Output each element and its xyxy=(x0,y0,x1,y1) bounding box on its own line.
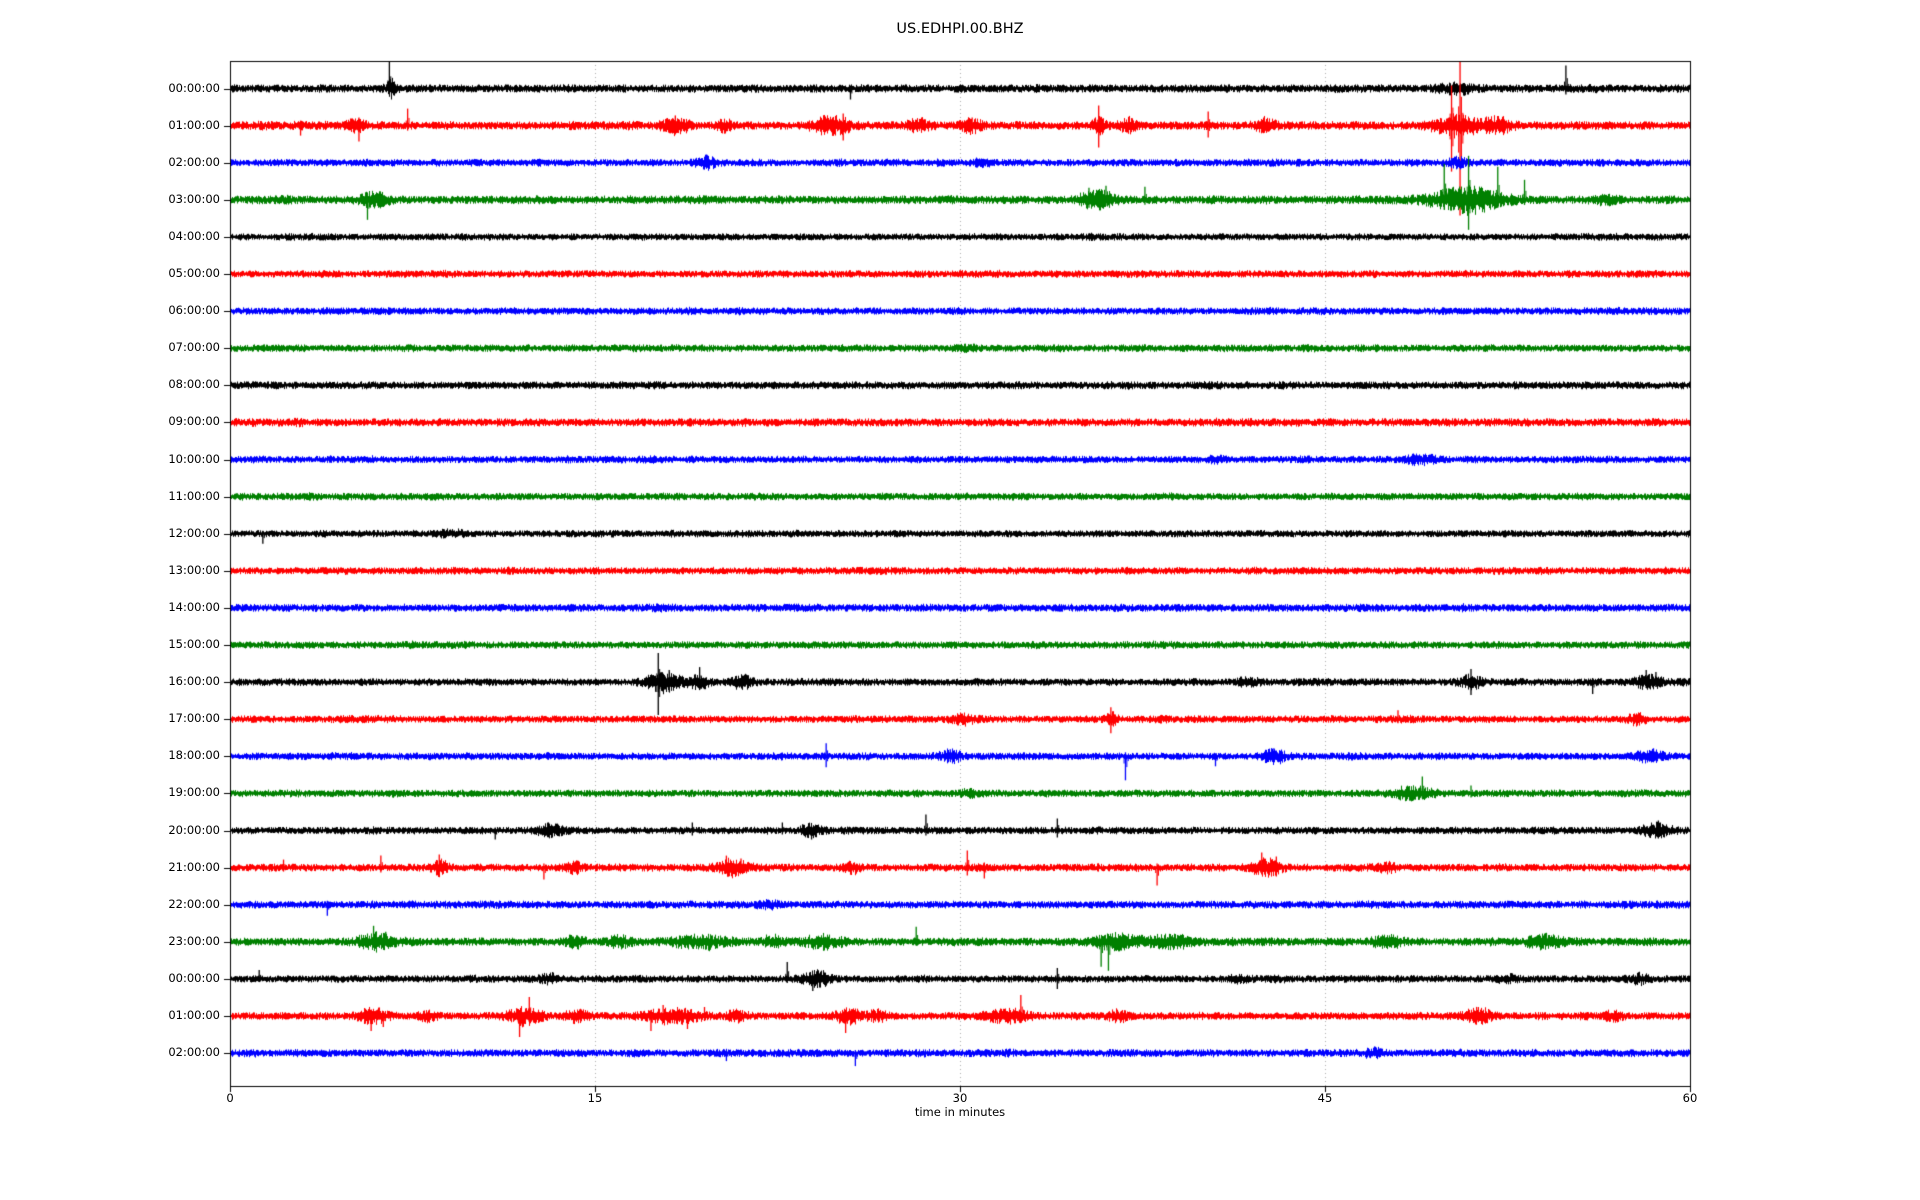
y-tick-label: 16:00:00 xyxy=(168,674,220,689)
x-tick-label: 15 xyxy=(587,1091,603,1105)
y-tick-label: 00:00:00 xyxy=(168,80,220,95)
y-tick-label: 18:00:00 xyxy=(168,748,220,763)
y-tick-label: 02:00:00 xyxy=(168,1045,220,1060)
y-tick-label: 08:00:00 xyxy=(168,377,220,392)
chart-title: US.EDHPI.00.BHZ xyxy=(896,21,1024,37)
y-tick-label: 15:00:00 xyxy=(168,637,220,651)
y-tick-label: 17:00:00 xyxy=(168,711,220,726)
y-tick-label: 22:00:00 xyxy=(168,896,220,911)
y-tick-label: 04:00:00 xyxy=(168,228,220,243)
y-tick-label: 09:00:00 xyxy=(168,414,220,429)
x-tick-label: 45 xyxy=(1317,1091,1333,1105)
y-tick-label: 13:00:00 xyxy=(168,562,220,577)
y-tick-label: 14:00:00 xyxy=(168,599,220,614)
y-tick-label: 01:00:00 xyxy=(168,117,220,132)
y-tick-label: 06:00:00 xyxy=(168,303,220,318)
y-tick-label: 02:00:00 xyxy=(168,154,220,169)
x-axis-title: time in minutes xyxy=(914,1105,1006,1119)
y-tick-label: 11:00:00 xyxy=(168,488,220,503)
y-tick-label: 20:00:00 xyxy=(168,822,220,837)
x-tick-label: 60 xyxy=(1682,1091,1698,1105)
y-tick-label: 01:00:00 xyxy=(168,1008,220,1022)
x-tick-label: 0 xyxy=(226,1091,234,1105)
y-tick-label: 07:00:00 xyxy=(168,340,220,355)
y-tick-label: 00:00:00 xyxy=(168,970,220,985)
y-tick-label: 05:00:00 xyxy=(168,266,220,280)
y-tick-label: 10:00:00 xyxy=(168,451,220,466)
y-tick-label: 21:00:00 xyxy=(168,859,220,874)
x-tick-label: 30 xyxy=(952,1091,968,1105)
y-tick-label: 03:00:00 xyxy=(168,191,220,206)
y-tick-label: 23:00:00 xyxy=(168,933,220,948)
y-tick-label: 12:00:00 xyxy=(168,525,220,540)
y-tick-label: 19:00:00 xyxy=(168,785,220,800)
